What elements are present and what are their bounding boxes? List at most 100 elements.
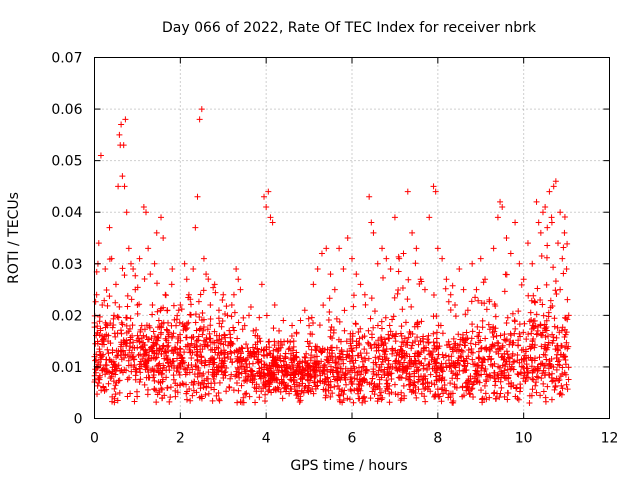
data-point	[160, 319, 167, 326]
data-point	[321, 380, 328, 387]
data-point	[149, 347, 156, 354]
data-point	[272, 356, 279, 363]
data-point	[215, 307, 222, 314]
data-point	[494, 214, 501, 221]
data-point	[94, 365, 101, 372]
data-point	[524, 240, 531, 247]
data-point	[331, 286, 338, 293]
data-point	[341, 307, 348, 314]
data-point	[128, 368, 135, 375]
data-point	[501, 393, 508, 400]
data-point	[415, 341, 422, 348]
data-point	[261, 382, 268, 389]
data-point	[165, 363, 172, 370]
data-point	[101, 297, 108, 304]
data-point	[488, 343, 495, 350]
data-point	[401, 335, 408, 342]
data-point	[492, 303, 499, 310]
data-point	[204, 343, 211, 350]
data-point	[367, 315, 374, 322]
data-point	[207, 302, 214, 309]
data-point	[562, 314, 569, 321]
data-point	[512, 393, 519, 400]
data-point	[220, 291, 227, 298]
data-point	[456, 346, 463, 353]
data-point	[207, 335, 214, 342]
data-point	[517, 333, 524, 340]
data-point	[338, 356, 345, 363]
data-point	[349, 255, 355, 262]
data-point	[304, 338, 311, 345]
data-point	[396, 351, 403, 358]
data-point	[336, 318, 343, 325]
data-point	[440, 354, 447, 361]
data-point	[544, 242, 551, 249]
data-point	[283, 383, 290, 390]
data-point	[250, 348, 257, 355]
data-point	[213, 332, 220, 339]
data-point	[117, 327, 124, 334]
x-tick-label: 2	[176, 431, 185, 447]
data-point	[195, 380, 202, 387]
data-point	[344, 235, 351, 241]
data-point	[539, 329, 546, 336]
data-point	[474, 323, 481, 330]
data-point	[482, 390, 489, 397]
data-point	[420, 373, 427, 380]
data-point	[545, 342, 552, 349]
data-point	[96, 318, 103, 325]
data-point	[165, 342, 172, 349]
data-point	[354, 376, 361, 383]
data-point	[124, 303, 131, 310]
data-point	[502, 363, 509, 370]
data-point	[478, 344, 485, 351]
data-point	[425, 340, 432, 347]
data-point	[554, 324, 561, 331]
data-point	[176, 319, 183, 326]
data-point	[556, 329, 563, 336]
data-point	[380, 341, 387, 348]
data-point	[410, 382, 417, 389]
data-point	[392, 391, 399, 398]
data-point	[460, 334, 467, 341]
data-point	[438, 386, 445, 393]
data-point	[463, 336, 470, 343]
data-point	[94, 330, 101, 336]
data-point	[117, 367, 124, 374]
data-point	[400, 250, 407, 257]
data-point	[248, 368, 255, 375]
data-point	[329, 335, 336, 342]
data-point	[127, 390, 134, 397]
data-point	[129, 322, 136, 329]
data-point	[296, 382, 303, 389]
data-point	[380, 274, 387, 281]
data-point	[482, 335, 489, 342]
data-point	[189, 333, 196, 340]
data-point	[513, 384, 520, 391]
data-point	[221, 332, 228, 339]
data-point	[375, 342, 382, 349]
data-point	[120, 142, 127, 149]
data-point	[509, 350, 516, 357]
data-point	[261, 193, 268, 200]
data-point	[103, 287, 110, 294]
data-point	[242, 391, 249, 398]
data-point	[473, 286, 480, 293]
data-point	[131, 344, 138, 351]
data-point	[516, 359, 523, 366]
data-point	[499, 204, 506, 211]
data-point	[153, 354, 160, 361]
data-point	[534, 330, 541, 337]
data-point	[220, 375, 227, 382]
data-point	[230, 291, 237, 298]
data-point	[174, 389, 181, 396]
data-point	[167, 384, 174, 391]
x-tick-label: 6	[348, 431, 357, 447]
data-point	[432, 188, 439, 195]
data-point	[289, 347, 296, 354]
data-point	[239, 326, 246, 333]
data-point	[448, 360, 455, 367]
data-point	[371, 341, 378, 348]
data-point	[172, 393, 179, 400]
data-point	[488, 355, 495, 362]
